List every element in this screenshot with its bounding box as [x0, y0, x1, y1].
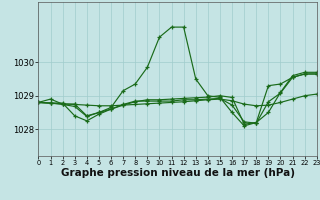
X-axis label: Graphe pression niveau de la mer (hPa): Graphe pression niveau de la mer (hPa) [60, 168, 295, 178]
